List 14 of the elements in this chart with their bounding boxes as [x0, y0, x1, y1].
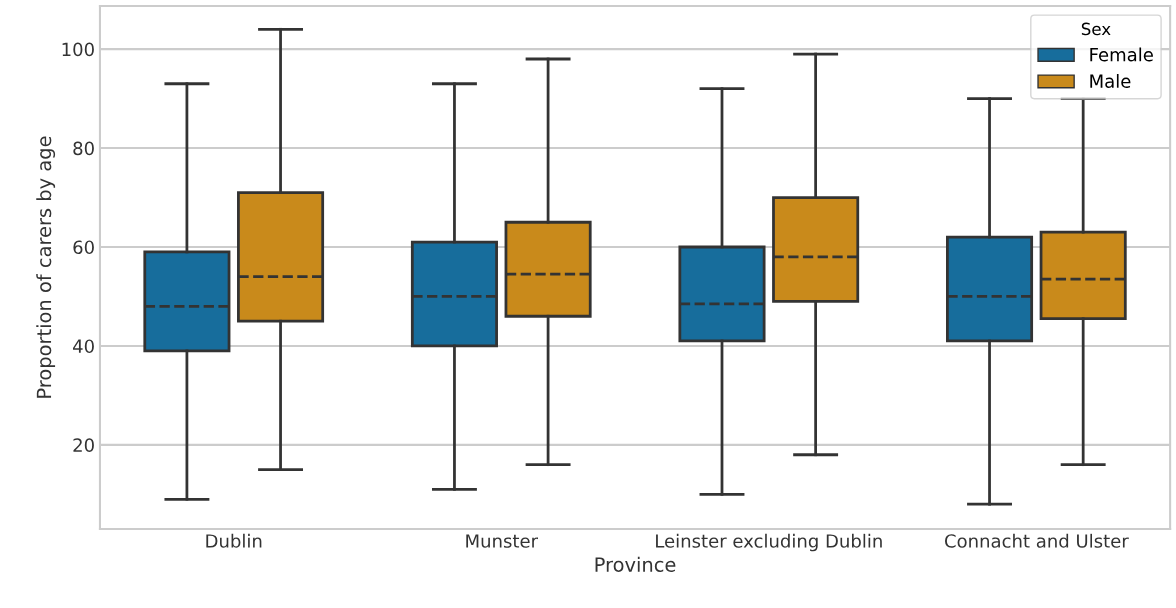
y-tick-label: 80: [73, 141, 94, 156]
y-tick-label: 40: [73, 339, 94, 354]
legend-title: Sex: [1081, 22, 1111, 36]
x-tick-label: Leinster excluding Dublin: [656, 533, 882, 552]
x-axis-title: Province: [595, 556, 676, 572]
y-axis-title: Proportion of carers by age: [36, 136, 56, 398]
legend-label: Male: [1090, 73, 1131, 88]
legend-label: Female: [1090, 47, 1153, 62]
y-tick-label: 20: [73, 438, 94, 452]
x-tick-label: Connacht and Ulster: [944, 533, 1129, 548]
x-tick-label: Dublin: [206, 533, 262, 548]
x-tick-label: Munster: [466, 534, 539, 548]
y-tick-label: 60: [73, 240, 94, 255]
y-tick-label: 100: [62, 42, 94, 57]
